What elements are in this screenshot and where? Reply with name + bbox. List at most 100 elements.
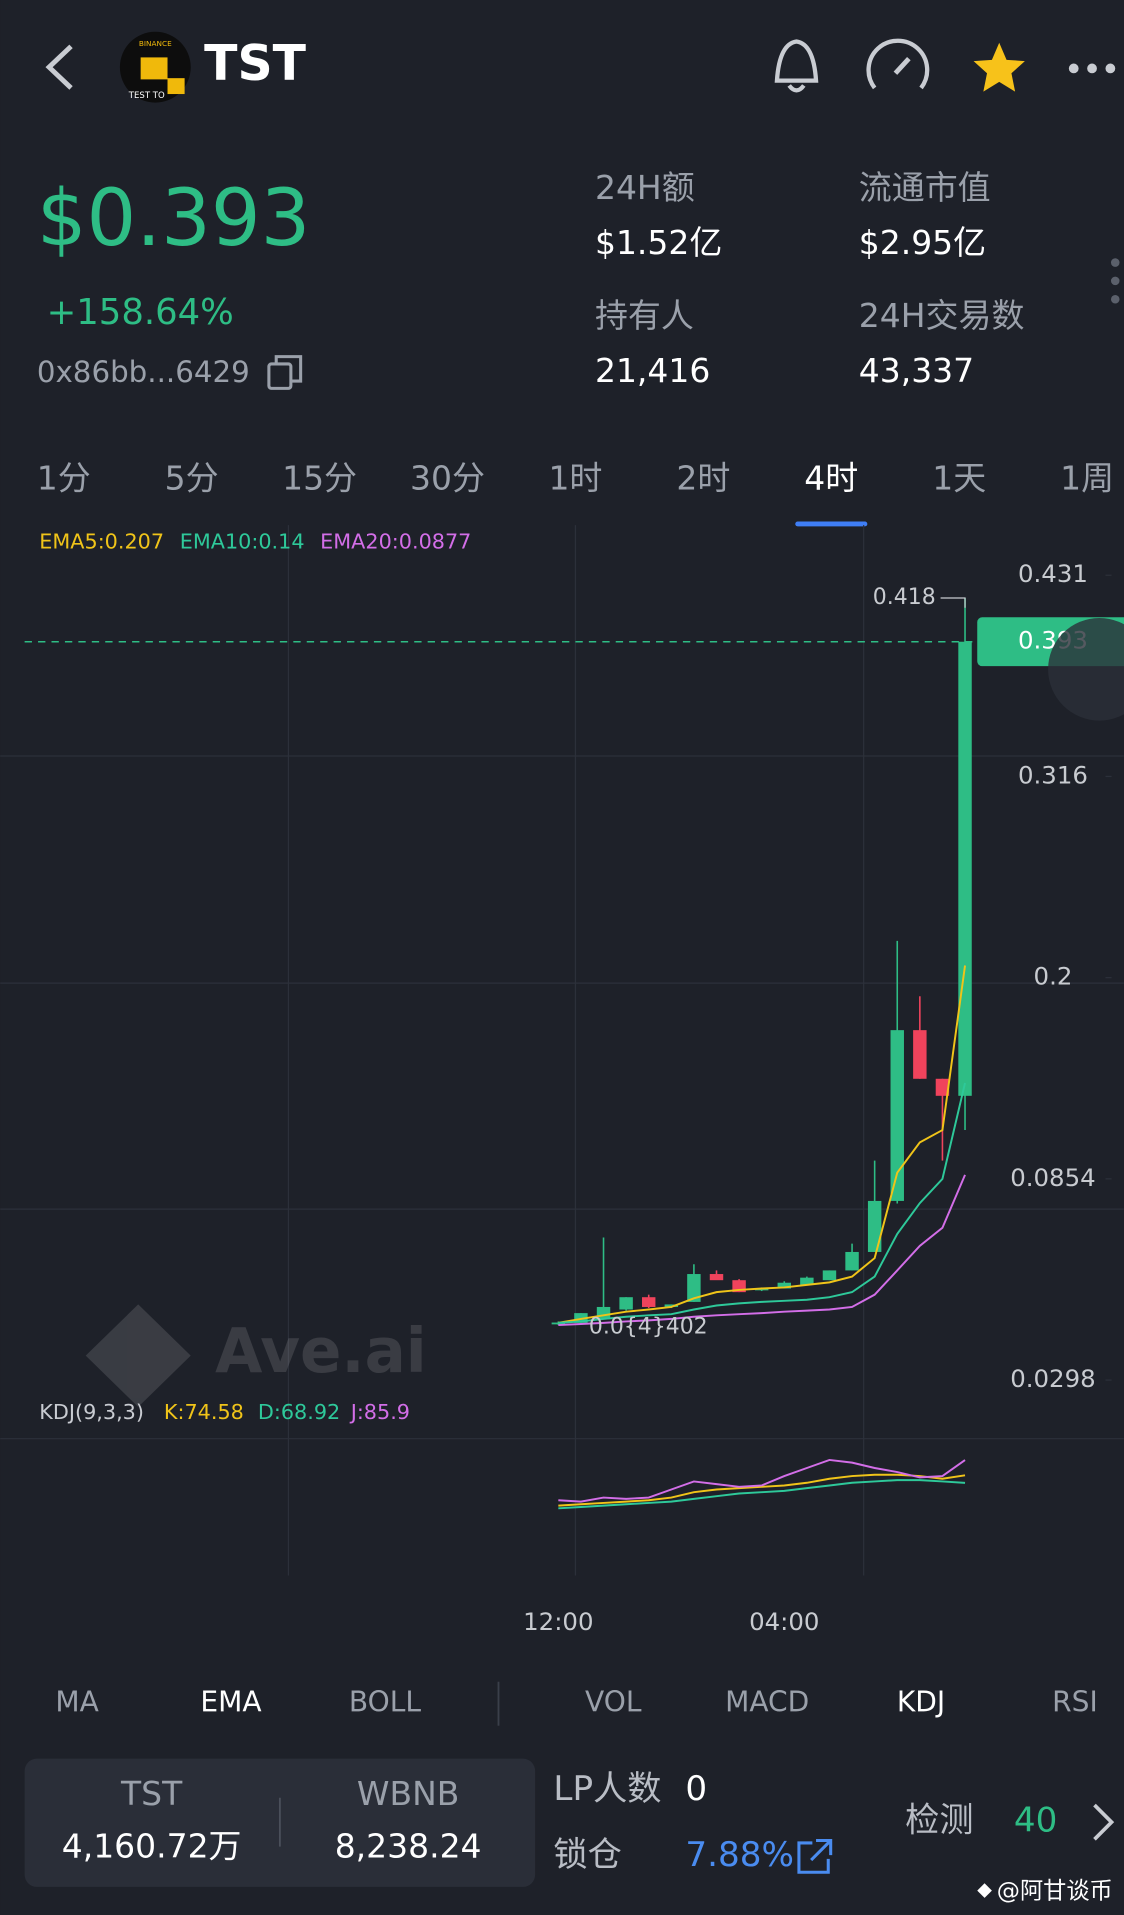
watermark-text: Ave.ai [215, 1316, 427, 1387]
copy-button[interactable] [267, 355, 303, 390]
y-tick-label: 0.0854 [1010, 1163, 1095, 1192]
candle-body [958, 641, 972, 1096]
indicator-tab[interactable]: MA [55, 1686, 98, 1719]
candle-body [551, 1322, 566, 1325]
lp-value: 0 [685, 1769, 707, 1809]
kdj-line [558, 1479, 966, 1510]
candle-body [890, 1030, 904, 1201]
high-label: 0.418 [873, 585, 936, 610]
price: $0.393 [37, 173, 310, 264]
watermark: Ave.ai [85, 1304, 427, 1407]
grid [0, 525, 1124, 1576]
y-tick-label: 0.431 [1018, 559, 1088, 588]
credit-icon [977, 1883, 992, 1898]
interval-tab[interactable]: 1天 [932, 458, 986, 497]
high-pointer [940, 597, 966, 608]
candle-body [687, 1274, 701, 1302]
candle-body [709, 1274, 724, 1281]
interval-tab[interactable]: 4时 [804, 458, 858, 497]
x-tick-label: 12:00 [523, 1607, 593, 1636]
speed-needle [893, 56, 911, 75]
candle-body [822, 1270, 837, 1281]
candle-body [867, 1200, 882, 1252]
candle-body [732, 1280, 746, 1293]
candle-body [935, 1078, 950, 1096]
candle-body [777, 1282, 791, 1289]
ema-line [558, 1174, 966, 1327]
token-name: TST [204, 35, 306, 92]
favorite-button[interactable] [973, 42, 1025, 92]
lp-label: LP人数 [553, 1769, 661, 1809]
interval-tab[interactable]: 30分 [410, 458, 485, 497]
pool-amount: 8,238.24 [335, 1826, 482, 1865]
tab-indicator [795, 521, 868, 527]
y-tick-label: 0.2 [1034, 962, 1073, 991]
low-label: 0.0{4}402 [589, 1315, 708, 1340]
candle-body [664, 1304, 679, 1307]
stat-value: $2.95亿 [859, 223, 986, 262]
interval-tab[interactable]: 1时 [548, 458, 602, 497]
price-change: +158.64% [47, 292, 234, 333]
back-button[interactable] [45, 44, 73, 90]
kdj-legend: J:85.9 [349, 1400, 410, 1424]
alert-button[interactable] [774, 39, 819, 93]
pool-token: TST [120, 1774, 183, 1813]
stat-value: 43,337 [859, 351, 974, 390]
stat-label: 流通市值 [859, 168, 991, 207]
legend-entry: EMA20:0.0877 [320, 529, 471, 553]
candle-body [619, 1297, 633, 1310]
legend-entry: EMA5:0.207 [39, 529, 164, 553]
speed-button[interactable] [866, 38, 930, 90]
kdj-legend: K:74.58 [164, 1400, 244, 1424]
indicator-tab[interactable]: BOLL [349, 1686, 422, 1719]
interval-tab[interactable]: 1分 [37, 458, 91, 497]
y-tick-label: 0.0298 [1010, 1364, 1095, 1393]
interval-tab[interactable]: 5分 [165, 458, 219, 497]
logo-cube [167, 78, 185, 95]
indicator-tab[interactable]: EMA [200, 1686, 261, 1719]
ema-line [558, 965, 966, 1324]
indicator-tab[interactable]: VOL [585, 1686, 642, 1719]
candle-body [845, 1251, 859, 1271]
y-tick-label: 0.316 [1018, 760, 1088, 789]
interval-tab[interactable]: 15分 [282, 458, 357, 497]
stat-label: 24H交易数 [859, 296, 1025, 335]
indicator-tab[interactable]: MACD [725, 1686, 809, 1719]
kdj-title: KDJ(9,3,3) [39, 1400, 144, 1424]
stat-value: $1.52亿 [595, 223, 722, 262]
external-link[interactable] [797, 1838, 833, 1874]
check-arrow[interactable] [1093, 1803, 1115, 1841]
floating-button[interactable] [1048, 617, 1124, 721]
interval-tab[interactable]: 1周 [1060, 458, 1114, 497]
check-label: 检测 [905, 1801, 973, 1841]
indicator-tab[interactable]: RSI [1052, 1686, 1098, 1719]
stat-value: 21,416 [595, 351, 710, 390]
pool-token: WBNB [357, 1774, 460, 1813]
kdj-legend: D:68.92 [258, 1400, 340, 1424]
legend-entry: EMA10:0.14 [180, 529, 305, 553]
interval-tab[interactable]: 2时 [676, 458, 730, 497]
more-button[interactable] [1068, 63, 1116, 74]
stat-label: 24H额 [595, 168, 695, 207]
lock-value[interactable]: 7.88% [685, 1835, 794, 1875]
stat-label: 持有人 [595, 296, 694, 335]
ema-line [558, 1082, 966, 1324]
contract-address: 0x86bb...6429 [37, 355, 250, 389]
kdj-line [558, 1458, 966, 1503]
check-score: 40 [1014, 1801, 1058, 1841]
pool-amount: 4,160.72万 [62, 1826, 242, 1865]
x-tick-label: 04:00 [749, 1607, 819, 1636]
lock-label: 锁仓 [553, 1835, 621, 1875]
candle-body [641, 1297, 656, 1307]
indicator-tab[interactable]: KDJ [897, 1686, 945, 1719]
logo-text: TEST TO [128, 91, 165, 101]
credit: @阿甘谈币 [997, 1877, 1113, 1904]
logo-text: BINANCE [139, 39, 172, 48]
logo-cube [140, 57, 168, 80]
kdj-line [558, 1473, 966, 1507]
side-handle[interactable] [1110, 258, 1120, 304]
candle-body [913, 1030, 927, 1079]
